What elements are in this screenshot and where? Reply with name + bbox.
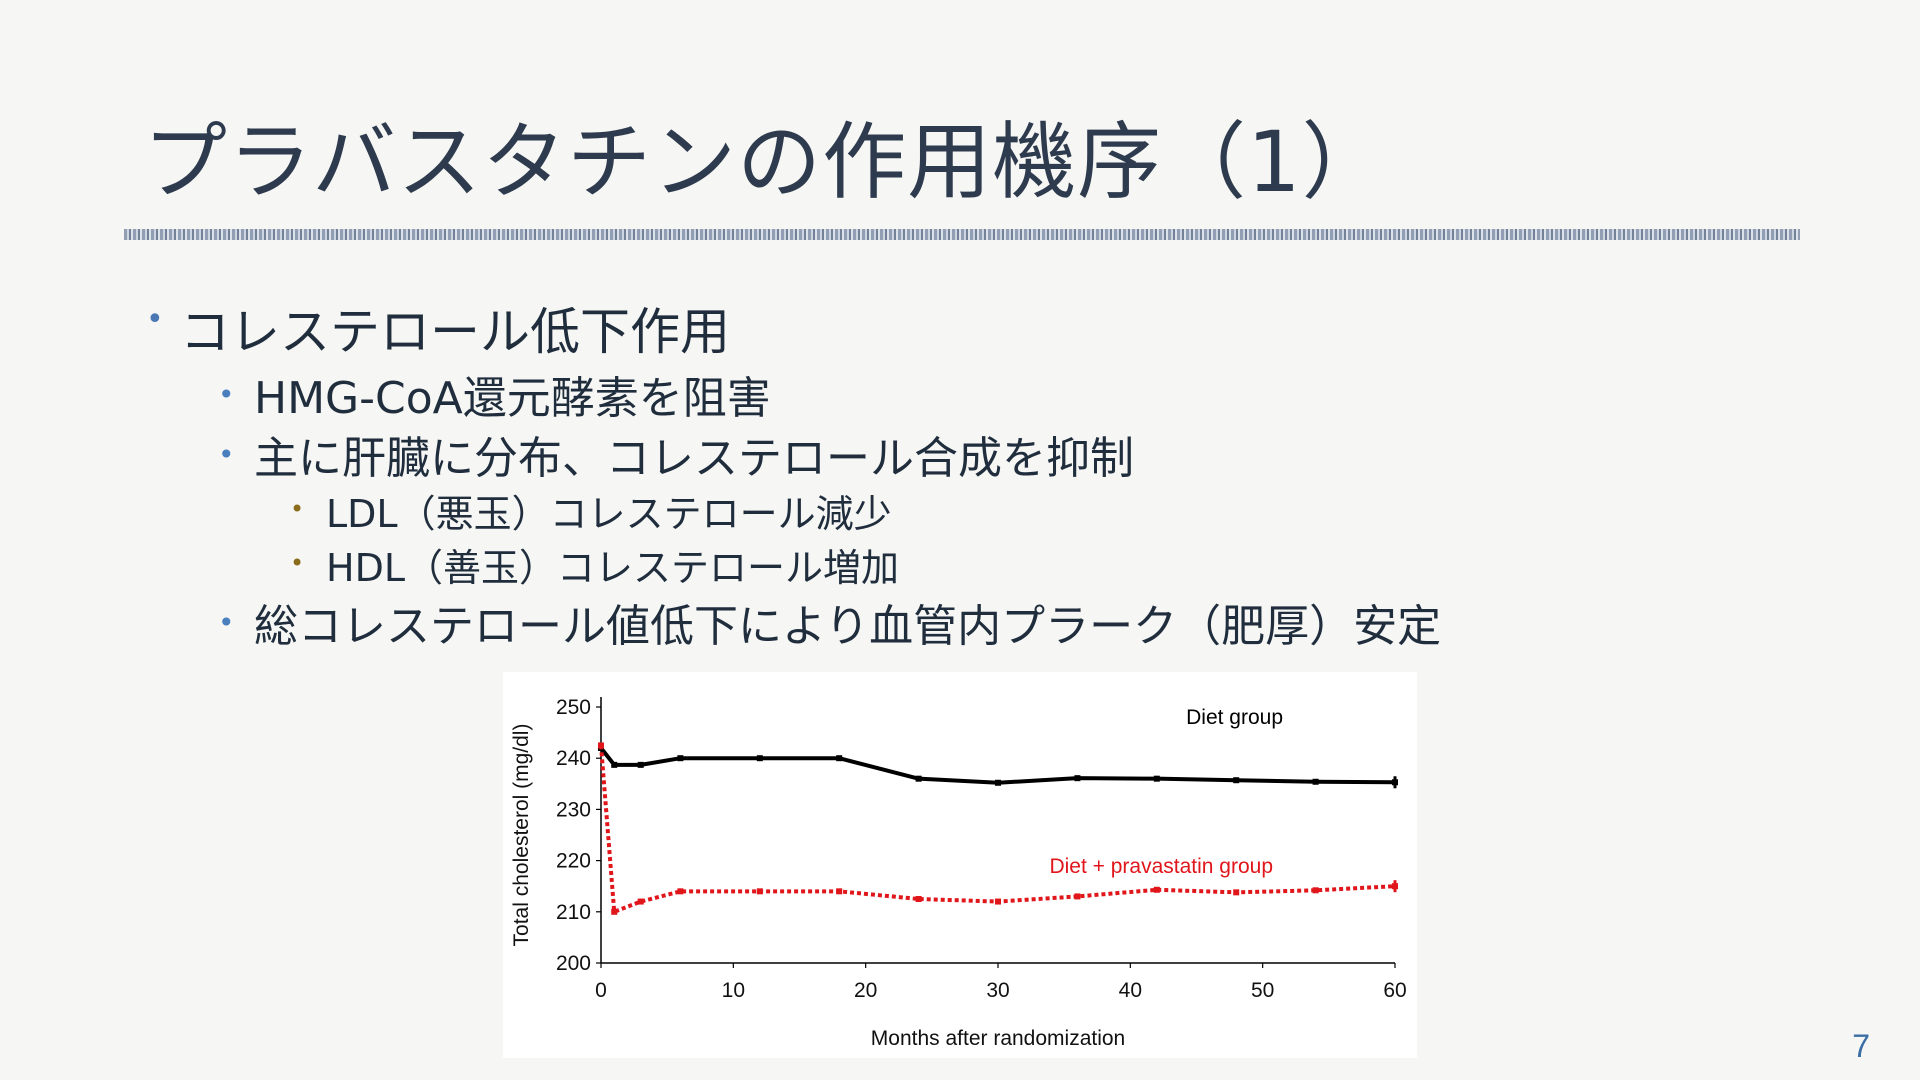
bullet-level2: 主に肝臓に分布、コレステロール合成を抑制 xyxy=(254,433,1134,484)
data-point xyxy=(1074,893,1081,900)
bullet-marker: • xyxy=(218,438,235,471)
bullet-marker: • xyxy=(146,302,164,337)
bullet-marker: • xyxy=(290,549,305,577)
y-tick-label: 240 xyxy=(556,747,591,770)
y-tick-label: 250 xyxy=(556,696,591,719)
chart-svg: 200 210 220 230 240 250 0 10 20 30 40 50 60 Months af… xyxy=(510,696,1407,1050)
data-point xyxy=(677,755,684,762)
bullet-marker: • xyxy=(218,378,235,411)
bullet-marker: • xyxy=(218,606,235,639)
page-number: 7 xyxy=(1852,1028,1870,1064)
data-point xyxy=(756,888,763,895)
data-point xyxy=(1153,886,1160,893)
x-tick-label: 50 xyxy=(1251,979,1274,1002)
x-tick-label: 40 xyxy=(1119,979,1142,1002)
slide-title: プラバスタチンの作用機序（1） xyxy=(143,113,1387,211)
x-tick-label: 20 xyxy=(854,979,877,1002)
data-point xyxy=(915,896,922,902)
x-tick-label: 60 xyxy=(1383,979,1406,1002)
data-point xyxy=(1233,889,1240,896)
y-tick-label: 210 xyxy=(556,901,591,924)
bullet-level3: HDL（善玉）コレステロール増加 xyxy=(326,546,900,590)
series-label-pravastatin: Diet + pravastatin group xyxy=(1049,855,1273,878)
title-divider xyxy=(124,229,1800,240)
series-label-diet: Diet group xyxy=(1186,706,1283,729)
data-point xyxy=(611,761,618,768)
bullet-level2: HMG-CoA還元酵素を阻害 xyxy=(254,373,771,424)
cholesterol-chart: 200 210 220 230 240 250 0 10 20 30 40 50 60 Months af… xyxy=(503,672,1417,1058)
data-point xyxy=(836,755,843,762)
x-tick-label: 0 xyxy=(595,979,607,1002)
data-point xyxy=(1312,778,1319,785)
data-point xyxy=(995,779,1001,786)
data-point xyxy=(677,888,684,895)
y-tick-label: 230 xyxy=(556,798,591,821)
y-tick-label: 220 xyxy=(556,850,591,873)
series-line-1 xyxy=(599,746,1396,785)
data-point xyxy=(756,755,763,762)
data-point xyxy=(611,908,618,915)
data-point xyxy=(915,775,922,782)
x-axis-label: Months after randomization xyxy=(871,1027,1125,1050)
data-point xyxy=(1074,775,1081,782)
data-point xyxy=(637,761,644,768)
data-point xyxy=(637,898,644,905)
bullet-level1: コレステロール低下作用 xyxy=(180,303,730,361)
y-tick-label: 200 xyxy=(556,952,591,975)
data-point xyxy=(598,742,604,749)
data-point xyxy=(1233,777,1240,784)
data-point xyxy=(995,898,1001,905)
series-line-2 xyxy=(599,745,1396,914)
data-point xyxy=(1312,887,1319,894)
x-tick-label: 10 xyxy=(722,979,745,1002)
data-point xyxy=(836,888,843,895)
bullet-marker: • xyxy=(290,495,305,523)
x-tick-label: 30 xyxy=(986,979,1009,1002)
bullet-level3: LDL（悪玉）コレステロール減少 xyxy=(326,492,892,536)
bullet-level2: 総コレステロール値低下により血管内プラーク（肥厚）安定 xyxy=(254,601,1442,652)
y-axis-label: Total cholesterol (mg/dl) xyxy=(510,724,533,947)
data-point xyxy=(1153,775,1160,782)
